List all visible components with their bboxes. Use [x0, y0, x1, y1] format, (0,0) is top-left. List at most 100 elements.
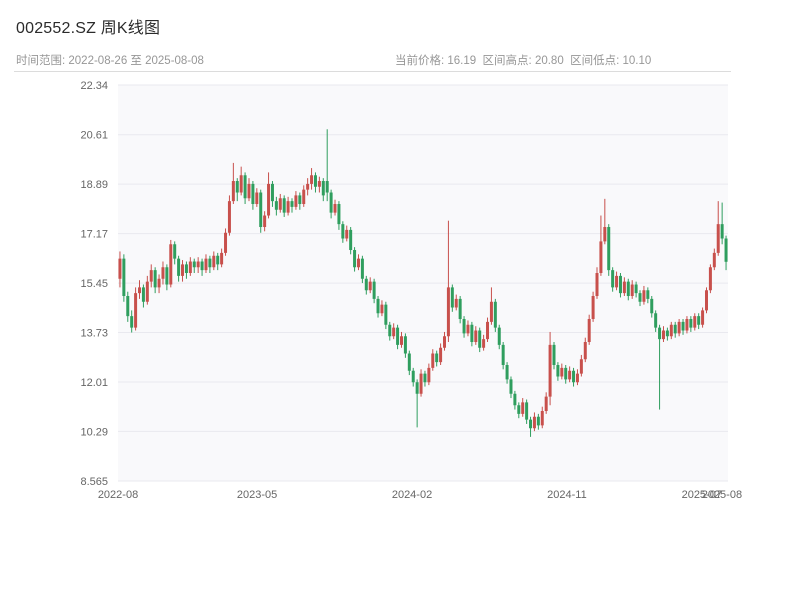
candle-body: [274, 201, 278, 210]
x-tick-label: 2024-02: [392, 489, 432, 501]
candle: [529, 416, 533, 437]
candle-body: [372, 281, 376, 299]
candle: [458, 296, 462, 324]
candle: [540, 406, 544, 429]
candle: [329, 189, 333, 219]
candle-body: [552, 344, 556, 366]
candle-body: [704, 290, 708, 311]
header-divider: [14, 71, 731, 72]
candle-body: [204, 258, 208, 271]
candle-body: [595, 273, 599, 297]
candle: [216, 252, 220, 271]
candle-body: [431, 353, 435, 368]
candle: [689, 316, 693, 332]
candle: [177, 255, 181, 282]
candle: [149, 264, 153, 288]
candle: [665, 327, 669, 341]
candle-body: [356, 258, 360, 268]
candle-body: [579, 359, 583, 374]
x-tick-label: 2025-07: [682, 489, 722, 501]
candle-body: [212, 255, 216, 268]
candle: [231, 162, 235, 205]
candle: [118, 251, 122, 288]
candle: [227, 195, 231, 236]
candle: [439, 343, 443, 366]
price-stats-label: 当前价格: 16.19 区间高点: 20.80 区间低点: 10.10: [395, 55, 652, 67]
candle-body: [415, 382, 419, 394]
y-tick-label: 17.17: [80, 229, 108, 241]
candle: [654, 310, 658, 332]
candle: [669, 321, 673, 340]
candle-body: [423, 373, 427, 383]
candle-body: [439, 347, 443, 363]
candle-body: [529, 419, 533, 429]
candle: [646, 287, 650, 304]
candle-body: [697, 316, 701, 325]
candle: [224, 228, 228, 256]
candle-body: [325, 181, 329, 193]
candle-body: [446, 287, 450, 337]
candle-body: [126, 296, 130, 317]
candle: [130, 310, 134, 333]
candle: [356, 254, 360, 271]
candle-body: [298, 195, 302, 205]
candle: [141, 284, 145, 308]
candle: [661, 326, 665, 343]
candle-body: [458, 298, 462, 320]
candle-body: [224, 232, 228, 253]
candle: [427, 363, 431, 386]
candle-body: [396, 327, 400, 345]
candle: [638, 290, 642, 307]
candle-body: [622, 281, 626, 294]
candle-body: [169, 244, 173, 285]
candle: [673, 321, 677, 338]
candle-body: [294, 195, 298, 207]
candle-body: [689, 319, 693, 328]
candle-body: [618, 275, 622, 294]
candle-body: [673, 324, 677, 334]
candle-body: [450, 287, 454, 308]
candle-body: [634, 284, 638, 294]
candle-body: [384, 304, 388, 325]
candle: [489, 287, 493, 325]
candle: [325, 129, 329, 202]
time-range-label: 时间范围: 2022-08-26 至 2025-08-08: [16, 55, 204, 67]
candle: [552, 342, 556, 370]
candle-body: [407, 353, 411, 371]
candle: [145, 275, 149, 305]
candle-body: [603, 227, 607, 242]
candle: [204, 254, 208, 274]
candle-body: [658, 327, 662, 340]
candle-body: [454, 298, 458, 308]
y-tick-label: 20.61: [80, 130, 108, 142]
candle-body: [196, 261, 200, 268]
candle-body: [517, 405, 521, 414]
candle-body: [564, 367, 568, 380]
candle: [235, 178, 239, 202]
candle-body: [556, 365, 560, 377]
candle: [181, 260, 185, 282]
candle-body: [661, 330, 665, 340]
candle: [247, 178, 251, 202]
y-tick-label: 18.89: [80, 179, 108, 191]
candle-body: [165, 267, 169, 285]
candle: [486, 317, 490, 343]
candle: [310, 168, 314, 190]
candle-body: [313, 175, 317, 187]
candle-body: [399, 336, 403, 345]
candle: [650, 296, 654, 318]
candle: [392, 323, 396, 340]
candle-body: [509, 379, 513, 394]
candle-body: [575, 373, 579, 383]
candle: [184, 261, 188, 279]
candle: [658, 324, 662, 410]
candle: [384, 301, 388, 330]
candle-body: [497, 327, 501, 345]
candle-body: [349, 229, 353, 251]
y-tick-label: 12.01: [80, 377, 108, 389]
candle: [290, 198, 294, 213]
candle: [630, 280, 634, 299]
candle: [474, 326, 478, 345]
